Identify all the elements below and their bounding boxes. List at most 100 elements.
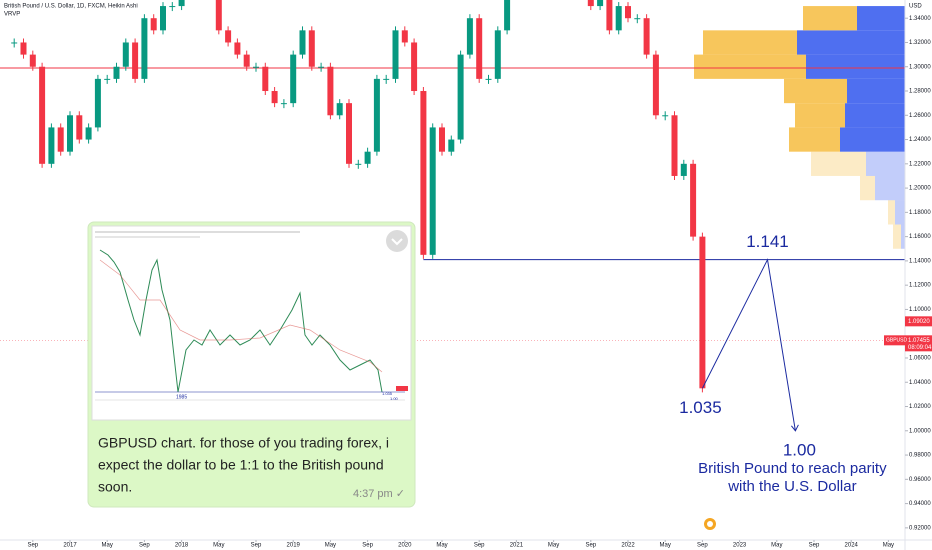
volume-up bbox=[803, 6, 857, 31]
volume-down bbox=[847, 78, 905, 104]
volume-down bbox=[857, 6, 905, 31]
message-text: soon. bbox=[98, 479, 132, 495]
candle-body bbox=[494, 30, 501, 79]
x-tick-label: 2024 bbox=[845, 543, 859, 549]
candle-body bbox=[643, 18, 650, 55]
message-text: expect the dollar to be 1:1 to the Briti… bbox=[98, 457, 384, 473]
arrow-head bbox=[791, 424, 799, 432]
logo-icon bbox=[707, 521, 713, 527]
candle-body bbox=[290, 54, 297, 104]
candle-body bbox=[392, 30, 399, 79]
candle-body bbox=[215, 0, 222, 31]
x-tick-label: Sep bbox=[251, 543, 262, 549]
y-tick-label: 0.96000 bbox=[909, 477, 931, 483]
candle-body bbox=[504, 0, 511, 31]
candle-body bbox=[420, 91, 427, 255]
volume-up bbox=[784, 78, 847, 104]
candle-body bbox=[29, 54, 36, 67]
candle-body bbox=[364, 151, 371, 164]
candle-body bbox=[308, 30, 315, 67]
y-tick-label: 1.28000 bbox=[909, 89, 931, 95]
y-tick-label: 1.12000 bbox=[909, 283, 931, 289]
candle-body bbox=[485, 78, 492, 80]
price-label: 1.07455 bbox=[908, 338, 930, 344]
volume-down bbox=[875, 175, 905, 201]
currency-label: USD bbox=[909, 4, 922, 10]
volume-up bbox=[860, 175, 875, 201]
x-tick-label: 2022 bbox=[621, 543, 635, 549]
price-time: 08:09:04 bbox=[908, 345, 932, 351]
x-tick-label: Sep bbox=[139, 543, 150, 549]
candle-body bbox=[401, 30, 408, 43]
bubble-image bbox=[91, 225, 412, 421]
candle-body bbox=[262, 66, 269, 92]
candle-body bbox=[243, 54, 250, 67]
chart-title: British Pound / U.S. Dollar, 1D, FXCM, H… bbox=[4, 4, 138, 10]
logo bbox=[704, 518, 716, 530]
volume-down bbox=[866, 151, 905, 176]
volume-up bbox=[795, 103, 845, 128]
candle-body bbox=[625, 6, 631, 19]
price-label-bg bbox=[905, 316, 932, 327]
mini-price-label bbox=[396, 386, 408, 391]
symbol-label-bg bbox=[884, 335, 905, 346]
x-tick-label: 2020 bbox=[398, 543, 412, 549]
dropdown-icon bbox=[391, 238, 403, 246]
candle-body bbox=[299, 30, 306, 55]
candle-body bbox=[327, 66, 334, 116]
candle-body bbox=[634, 18, 641, 20]
candle-body bbox=[132, 42, 139, 79]
symbol-label: GBPUSD bbox=[886, 338, 908, 344]
message-text: GBPUSD chart. for those of you trading f… bbox=[98, 435, 389, 451]
candle-body bbox=[39, 66, 46, 164]
volume-up bbox=[789, 127, 840, 152]
x-tick-label: Sep bbox=[585, 543, 596, 549]
y-tick-label: 1.06000 bbox=[909, 356, 931, 362]
candle-body bbox=[11, 42, 18, 44]
x-tick-label: May bbox=[213, 543, 224, 549]
x-tick-label: 2018 bbox=[175, 543, 189, 549]
y-tick-label: 0.98000 bbox=[909, 453, 931, 459]
x-tick-label: Sep bbox=[809, 543, 820, 549]
volume-down bbox=[845, 103, 905, 128]
mini-ma bbox=[99, 259, 383, 373]
y-tick-label: 0.94000 bbox=[909, 501, 931, 507]
candle-body bbox=[76, 115, 83, 140]
y-tick-label: 1.02000 bbox=[909, 404, 931, 410]
candle-body bbox=[122, 42, 129, 67]
candle-body bbox=[448, 139, 455, 152]
mini-label: 1985 bbox=[176, 394, 187, 400]
candle-body bbox=[680, 163, 687, 176]
volume-down bbox=[840, 127, 905, 152]
x-tick-label: May bbox=[325, 543, 336, 549]
axes: 1.34000 1.32000 1.30000 1.28000 1.26000 1.240… bbox=[27, 16, 932, 549]
indicator-label: VRVP bbox=[4, 12, 20, 18]
candle-body bbox=[225, 30, 232, 43]
volume-up bbox=[703, 30, 797, 55]
volume-up bbox=[694, 54, 806, 79]
y-tick-label: 1.10000 bbox=[909, 307, 931, 313]
candle-body bbox=[699, 236, 706, 389]
candle-body bbox=[597, 0, 604, 7]
x-tick-label: May bbox=[548, 543, 559, 549]
candle-body bbox=[160, 6, 166, 31]
annotation: British Pound to reach parity bbox=[698, 460, 887, 477]
candle-body bbox=[355, 163, 362, 165]
candle-body bbox=[85, 127, 92, 140]
target-label: 1.00 bbox=[783, 440, 816, 459]
candle-body bbox=[67, 115, 73, 152]
candle-body bbox=[280, 103, 287, 105]
x-tick-label: May bbox=[102, 543, 113, 549]
y-tick-label: 1.14000 bbox=[909, 258, 931, 264]
x-tick-label: Sep bbox=[474, 543, 485, 549]
volume-down bbox=[797, 30, 905, 55]
candle-body bbox=[615, 6, 622, 31]
candle-body bbox=[690, 163, 697, 237]
target-label: 1.035 bbox=[679, 398, 722, 417]
plot bbox=[0, 0, 905, 432]
candle-body bbox=[169, 6, 176, 8]
candle-body bbox=[439, 127, 445, 152]
y-tick-label: 1.30000 bbox=[909, 64, 931, 70]
candle-body bbox=[671, 115, 678, 176]
mini-dropdown[interactable] bbox=[386, 230, 408, 252]
